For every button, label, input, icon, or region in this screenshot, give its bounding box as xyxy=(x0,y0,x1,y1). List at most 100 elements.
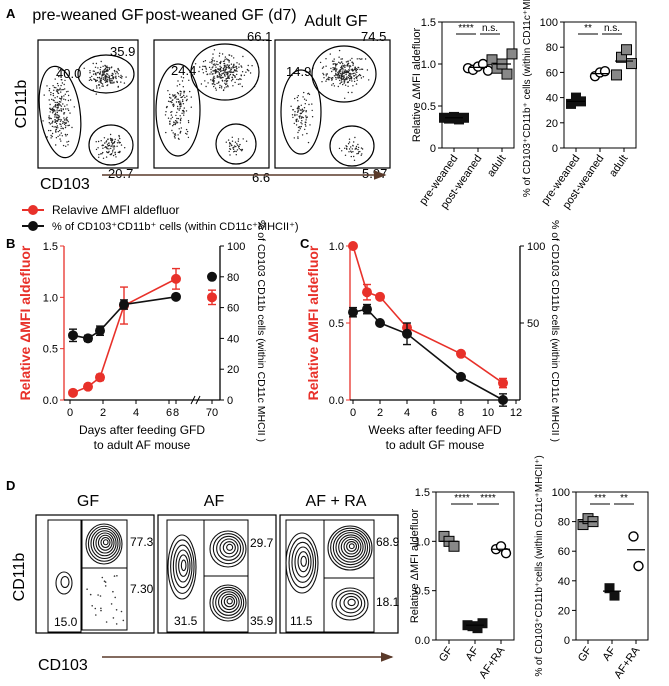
flow-dot-a3-1 xyxy=(349,59,351,61)
flow-dot-a2-2 xyxy=(231,140,234,142)
flow-dot-a2-1 xyxy=(204,80,206,82)
flow-dot-a2-0 xyxy=(172,105,175,108)
d1-gate-label-top: 77.3 xyxy=(130,535,154,549)
flow-dot-a3-1 xyxy=(338,56,340,58)
flow-dot-a3-1 xyxy=(349,79,351,82)
flow-dot-a2-1 xyxy=(236,78,238,81)
flow-dot-a1-2 xyxy=(113,146,116,148)
d1-gate-left xyxy=(47,519,82,633)
flow-dot-a3-1 xyxy=(319,61,322,64)
flow-dot-a1-0 xyxy=(58,101,61,103)
flow-dot-a2-1 xyxy=(232,67,234,69)
flow-dot-a1-0 xyxy=(63,83,65,86)
a3-gate-bottom xyxy=(329,125,375,167)
flow-dot-a2-1 xyxy=(202,60,205,63)
flow-dot-a1-0 xyxy=(68,124,71,127)
b-time-course: 0.0 0.5 1.0 1.5 0 20 40 60 80 100 0 2 4 6 8 70 Relative … xyxy=(17,220,267,452)
flow-dot-a2-1 xyxy=(242,55,244,58)
flow-dot-a3-1 xyxy=(325,80,327,82)
flow-dot-a1-0 xyxy=(55,104,57,106)
flow-dot-a3-1 xyxy=(340,68,343,70)
sig-label: **** xyxy=(480,493,496,504)
flow-dot-a3-0 xyxy=(290,105,292,108)
flow-dot-a1-0 xyxy=(55,126,58,129)
contour-d3-left xyxy=(291,541,314,583)
flow-dot-a2-1 xyxy=(220,70,222,73)
flow-dot-a2-1 xyxy=(232,74,235,77)
x-tick-label-AF: AF xyxy=(601,645,619,664)
flow-dot-a3-1 xyxy=(323,74,325,76)
flow-dot-a1-1 xyxy=(113,69,116,72)
flow-dot-a3-0 xyxy=(302,116,304,119)
y-tick-label: 100 xyxy=(552,487,570,499)
flow-dot-d1 xyxy=(120,610,123,613)
flow-dot-a3-1 xyxy=(355,83,358,85)
flow-dot-a1-0 xyxy=(64,93,67,96)
flow-dot-a1-0 xyxy=(54,101,56,104)
flow-dot-a1-2 xyxy=(112,146,114,148)
series-point-1 xyxy=(498,395,508,405)
flow-dot-a2-0 xyxy=(190,96,192,98)
flow-dot-a3-1 xyxy=(335,76,337,79)
flow-dot-a3-1 xyxy=(354,72,356,74)
flow-dot-a3-1 xyxy=(326,78,328,81)
flow-dot-a1-0 xyxy=(51,135,53,138)
flow-dot-a1-2 xyxy=(104,146,106,149)
flow-dot-a2-1 xyxy=(227,86,229,88)
flow-dot-a1-0 xyxy=(52,108,54,110)
flow-dot-a1-1 xyxy=(102,78,105,81)
y-axis-label: Relative ΔMFI aldefluor xyxy=(411,28,423,143)
flow-dot-a1-1 xyxy=(92,73,95,75)
right-tick-label: 50 xyxy=(527,318,539,330)
flow-dot-a2-1 xyxy=(199,66,201,68)
flow-dot-a1-1 xyxy=(118,75,120,78)
flow-dot-a2-1 xyxy=(223,60,226,62)
flow-dot-a3-0 xyxy=(308,103,310,106)
flow-dot-a1-2 xyxy=(106,151,109,154)
flow-dot-a2-1 xyxy=(219,73,221,76)
flow-dot-a2-0 xyxy=(171,129,173,132)
flow-dot-a3-2 xyxy=(350,150,352,152)
flow-dot-a1-0 xyxy=(55,122,58,125)
flow-dot-a2-1 xyxy=(219,67,222,70)
y-tick-label: 0 xyxy=(430,143,436,155)
flow-dot-a3-1 xyxy=(348,67,351,69)
contour-d2-top xyxy=(219,538,239,558)
flow-dot-a3-1 xyxy=(353,80,356,83)
flow-dot-a2-2 xyxy=(237,140,239,142)
flow-dot-a1-0 xyxy=(65,145,67,147)
flow-dot-a2-1 xyxy=(226,58,228,60)
flow-dot-a2-1 xyxy=(211,73,213,75)
flow-dot-a2-0 xyxy=(186,95,188,97)
flow-dot-a2-1 xyxy=(215,63,217,65)
flow-dot-a3-0 xyxy=(303,107,306,109)
flow-dot-a1-2 xyxy=(109,133,112,136)
flow-dot-a2-1 xyxy=(233,64,235,66)
right-tick-label: 100 xyxy=(527,241,545,253)
x-axis-label-line2: to adult AF mouse xyxy=(94,438,191,452)
flow-dot-a1-0 xyxy=(61,135,63,137)
flow-dot-a2-0 xyxy=(180,96,183,99)
flow-dot-a2-0 xyxy=(170,114,173,116)
flow-dot-a1-1 xyxy=(105,80,108,83)
flow-dot-a1-1 xyxy=(103,73,105,76)
flow-dot-a1-2 xyxy=(104,142,106,144)
flow-dot-a3-1 xyxy=(345,65,347,67)
flow-dot-a1-1 xyxy=(97,84,100,86)
flow-dot-d1 xyxy=(115,623,118,625)
flow-dot-a3-0 xyxy=(303,91,305,94)
flow-dot-a1-1 xyxy=(116,81,119,84)
a-flow-title-2: post-weaned GF (d7) xyxy=(145,7,296,24)
flow-dot-a2-1 xyxy=(225,86,227,88)
flow-dot-a1-0 xyxy=(60,127,62,130)
series-point-1 xyxy=(83,333,93,344)
flow-dot-a3-1 xyxy=(347,77,350,79)
contour-d1-left xyxy=(55,571,73,595)
flow-dot-a2-0 xyxy=(179,83,181,86)
contour-d3-bottom xyxy=(343,595,359,610)
flow-dot-a2-0 xyxy=(173,104,175,106)
a1-gate-left xyxy=(38,65,82,159)
flow-dot-a3-1 xyxy=(347,81,349,84)
